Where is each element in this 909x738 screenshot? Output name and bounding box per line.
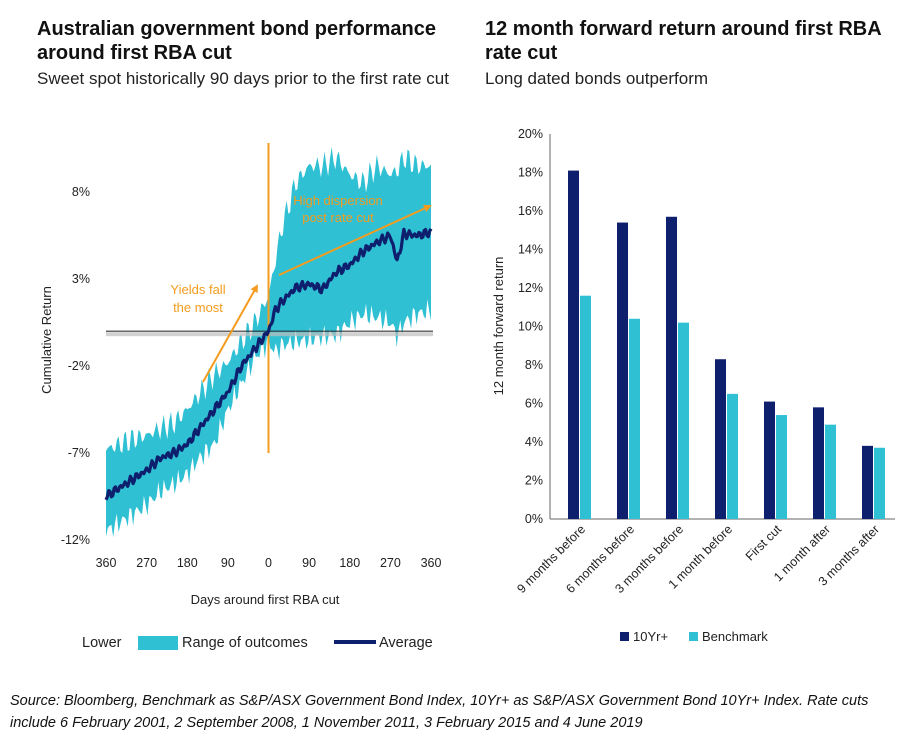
- bar-benchmark: [874, 447, 885, 519]
- bar-10yr: [764, 401, 775, 519]
- y-axis-title-left: Cumulative Return: [39, 286, 54, 394]
- legend-label-average: Average: [379, 635, 433, 651]
- left-chart: 8% 3% -2% -7% -12% 360 270 180 90 0 90 180 270 360 Day…: [39, 143, 441, 651]
- bar-benchmark: [776, 415, 787, 519]
- y-tick-label-left: -7%: [68, 446, 90, 460]
- source-note: Source: Bloomberg, Benchmark as S&P/ASX …: [10, 693, 869, 731]
- right-chart-subtitle: Long dated bonds outperform: [485, 69, 709, 88]
- annotation-yields-fall-line2: the most: [173, 300, 223, 315]
- x-category-label: First cut: [743, 522, 785, 564]
- x-tick-label-left: 90: [221, 556, 235, 570]
- annotation-dispersion-line1: High dispersion: [293, 193, 383, 208]
- legend-label-range: Range of outcomes: [182, 635, 308, 651]
- y-tick-label-right: 20%: [518, 127, 543, 141]
- x-axis-title-left: Days around first RBA cut: [191, 592, 340, 607]
- bar-benchmark: [678, 322, 689, 519]
- legend-swatch-10yr: [620, 632, 629, 641]
- y-tick-label-right: 18%: [518, 166, 543, 180]
- annotation-yields-fall-line1: Yields fall: [170, 282, 225, 297]
- average-line: [104, 227, 433, 501]
- y-axis-title-right: 12 month forward return: [491, 257, 506, 396]
- y-tick-label-right: 10%: [518, 320, 543, 334]
- bar-10yr: [666, 216, 677, 519]
- bar-benchmark: [727, 393, 738, 519]
- x-tick-label-left: 360: [421, 556, 442, 570]
- legend-label-lower: Lower: [82, 635, 122, 651]
- legend-label-benchmark: Benchmark: [702, 629, 768, 644]
- x-tick-label-left: 90: [302, 556, 316, 570]
- y-tick-label-right: 16%: [518, 204, 543, 218]
- bar-10yr: [715, 359, 726, 519]
- right-chart-title: 12 month forward return around first RBA…: [485, 18, 881, 64]
- dispersion-arrow: [278, 204, 432, 276]
- y-tick-label-right: 14%: [518, 243, 543, 257]
- right-chart: 20%18%16%14%12%10%8%6%4%2%0%9 months bef…: [491, 127, 895, 644]
- left-chart-subtitle: Sweet spot historically 90 days prior to…: [37, 69, 449, 88]
- x-tick-label-left: 0: [265, 556, 272, 570]
- bar-benchmark: [580, 295, 591, 519]
- y-tick-label-right: 0%: [525, 512, 543, 526]
- x-tick-label-left: 360: [96, 556, 117, 570]
- bar-10yr: [813, 407, 824, 519]
- bar-benchmark: [825, 424, 836, 519]
- x-tick-label-left: 270: [380, 556, 401, 570]
- y-tick-label-right: 4%: [525, 435, 543, 449]
- annotation-dispersion-line2: post rate cut: [302, 210, 374, 225]
- y-tick-label-left: 3%: [72, 272, 90, 286]
- bar-10yr: [568, 170, 579, 519]
- left-chart-title: Australian government bond performance a…: [37, 18, 436, 64]
- y-tick-label-right: 2%: [525, 474, 543, 488]
- y-tick-label-right: 6%: [525, 397, 543, 411]
- x-tick-label-left: 270: [136, 556, 157, 570]
- y-tick-label-left: -2%: [68, 359, 90, 373]
- y-tick-label-left: -12%: [61, 533, 90, 547]
- y-tick-label-right: 8%: [525, 358, 543, 372]
- y-tick-label-left: 8%: [72, 185, 90, 199]
- yields-fall-arrow: [202, 284, 258, 383]
- x-tick-label-left: 180: [177, 556, 198, 570]
- legend-swatch-range: [138, 636, 178, 650]
- x-tick-label-left: 180: [339, 556, 360, 570]
- legend-swatch-benchmark: [689, 632, 698, 641]
- bar-benchmark: [629, 318, 640, 519]
- bar-10yr: [617, 222, 628, 520]
- legend-label-10yr: 10Yr+: [633, 629, 668, 644]
- bar-10yr: [862, 445, 873, 519]
- y-tick-label-right: 12%: [518, 281, 543, 295]
